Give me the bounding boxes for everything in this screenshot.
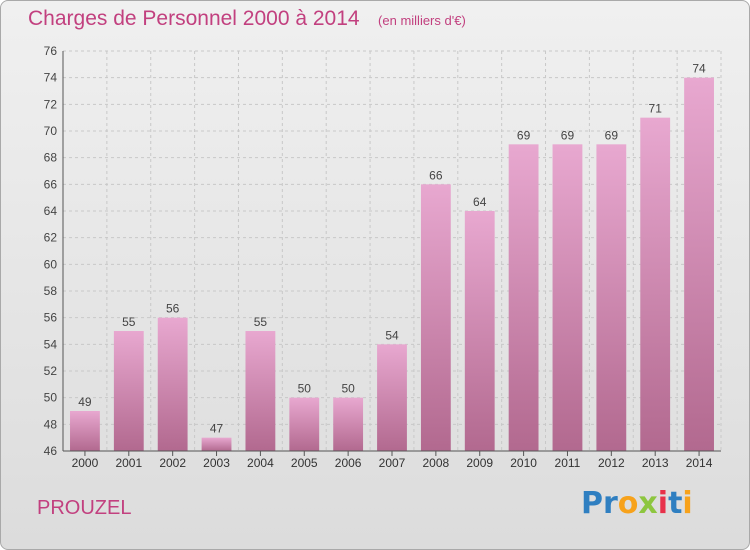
bar xyxy=(289,397,320,451)
data-label: 49 xyxy=(78,395,92,409)
x-tick-label: 2001 xyxy=(115,456,142,470)
title-line: Charges de Personnel 2000 à 2014 (en mil… xyxy=(28,7,466,31)
logo-letter: t xyxy=(668,486,683,521)
y-tick-label: 48 xyxy=(44,417,58,431)
bar xyxy=(464,211,495,451)
chart-unit: (en milliers d'€) xyxy=(378,13,466,28)
logo-letter: o xyxy=(617,486,639,521)
y-tick-label: 46 xyxy=(44,444,58,458)
data-label: 69 xyxy=(605,128,619,142)
x-tick-label: 2014 xyxy=(686,456,713,470)
y-tick-label: 58 xyxy=(44,284,58,298)
logo-letter: P xyxy=(581,486,603,521)
y-tick-label: 50 xyxy=(44,391,58,405)
data-label: 64 xyxy=(473,195,487,209)
data-label: 55 xyxy=(254,315,268,329)
y-tick-label: 54 xyxy=(44,337,58,351)
bar xyxy=(201,437,232,451)
data-label: 66 xyxy=(429,168,443,182)
y-tick-label: 64 xyxy=(44,204,58,218)
data-label: 74 xyxy=(692,62,706,76)
y-tick-label: 74 xyxy=(44,71,58,85)
y-tick-label: 70 xyxy=(44,124,58,138)
data-label: 55 xyxy=(122,315,136,329)
y-tick-label: 56 xyxy=(44,311,58,325)
chart-title: Charges de Personnel 2000 à 2014 xyxy=(28,7,360,30)
bar xyxy=(640,117,671,452)
data-label: 54 xyxy=(385,328,399,342)
bar xyxy=(552,144,583,452)
x-tick-label: 2000 xyxy=(72,456,99,470)
x-tick-label: 2009 xyxy=(466,456,493,470)
x-tick-label: 2010 xyxy=(510,456,537,470)
data-label: 69 xyxy=(561,128,575,142)
logo-letter: i xyxy=(657,486,669,521)
data-label: 47 xyxy=(210,422,224,436)
bar xyxy=(245,331,276,451)
y-tick-label: 60 xyxy=(44,257,58,271)
data-label: 50 xyxy=(341,382,355,396)
x-tick-label: 2013 xyxy=(642,456,669,470)
y-tick-label: 68 xyxy=(44,151,58,165)
x-tick-label: 2011 xyxy=(555,456,581,470)
x-tick-label: 2002 xyxy=(159,456,186,470)
y-tick-label: 66 xyxy=(44,177,58,191)
logo-letter: i xyxy=(682,486,693,521)
x-tick-label: 2008 xyxy=(423,456,450,470)
data-label: 69 xyxy=(517,128,531,142)
data-label: 56 xyxy=(166,302,180,316)
bar xyxy=(508,144,539,452)
axes: 46 48 50 52 54 56 58 60 62 64 66 68 70 72 74 76 2000 2001… xyxy=(44,44,721,470)
bar xyxy=(333,397,364,451)
x-tick-label: 2012 xyxy=(598,456,625,470)
bar xyxy=(70,411,100,451)
data-label: 50 xyxy=(298,382,312,396)
bar xyxy=(420,184,451,452)
logo-letter: x xyxy=(638,486,658,521)
x-tick-label: 2004 xyxy=(247,456,274,470)
x-tick-label: 2007 xyxy=(379,456,406,470)
bars: 49 55 56 47 55 50 50 54 66 64 69 69 69 71 74 xyxy=(70,62,714,452)
bar xyxy=(684,77,714,452)
brand-logo: Proxiti xyxy=(581,486,693,521)
y-tick-label: 52 xyxy=(44,364,58,378)
x-tick-label: 2003 xyxy=(203,456,230,470)
y-tick-label: 76 xyxy=(44,44,58,58)
bar xyxy=(377,344,407,451)
x-tick-label: 2005 xyxy=(291,456,318,470)
commune-name: PROUZEL xyxy=(37,497,132,519)
bar xyxy=(113,331,144,451)
y-tick-label: 72 xyxy=(44,97,58,111)
x-tick-label: 2006 xyxy=(335,456,362,470)
bar xyxy=(157,317,188,451)
y-tick-label: 62 xyxy=(44,231,58,245)
logo-letter: r xyxy=(603,486,618,521)
bar xyxy=(596,144,627,452)
data-label: 71 xyxy=(649,102,663,116)
